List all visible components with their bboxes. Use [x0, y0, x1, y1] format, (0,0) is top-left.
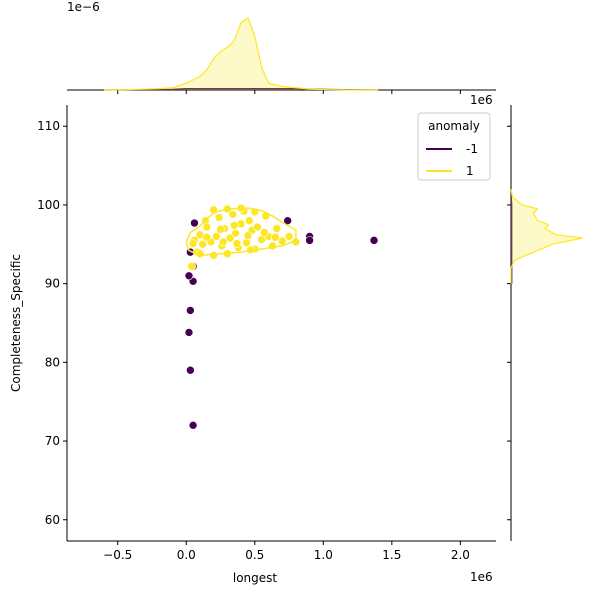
point: [271, 232, 280, 242]
y-tick-label: 60: [45, 513, 60, 527]
point: [260, 228, 269, 237]
point: [229, 221, 239, 230]
x-tick-label: 2.0: [451, 548, 470, 562]
point: [272, 224, 282, 233]
point: [244, 216, 254, 225]
point: [242, 238, 251, 248]
point: [228, 210, 238, 219]
x-offset-label: 1e6: [470, 93, 493, 107]
point: [209, 251, 218, 260]
legend-title: anomaly: [428, 119, 480, 133]
legend-label: 1: [466, 164, 474, 178]
point: [186, 306, 195, 315]
marginal-density: [103, 17, 379, 91]
point: [369, 236, 379, 245]
point: [198, 239, 207, 249]
marginal-area: [511, 189, 583, 284]
point: [225, 233, 235, 243]
point: [212, 232, 221, 241]
point: [184, 328, 194, 337]
legend-box: [417, 112, 491, 181]
x-axis-label: longest: [233, 571, 278, 585]
y-tick-label: 90: [45, 277, 60, 291]
y-tick-label: 100: [37, 198, 60, 212]
point: [231, 228, 240, 238]
point: [218, 237, 228, 247]
point: [187, 262, 197, 271]
marginal-density: [510, 189, 513, 284]
point: [190, 218, 199, 228]
kde-contour: [185, 207, 297, 257]
point: [186, 365, 195, 375]
point: [184, 271, 194, 281]
marginal-area: [104, 18, 379, 90]
x-tick-label: 0.5: [245, 548, 264, 562]
y-tick-label: 70: [45, 434, 60, 448]
marginal-offset-label: 1e−6: [67, 0, 100, 14]
point: [284, 232, 294, 241]
x-tick-label: 0.0: [177, 548, 196, 562]
x-tick-label: 1.5: [382, 548, 401, 562]
point: [202, 232, 212, 242]
y-tick-label: 110: [37, 119, 60, 133]
point: [305, 236, 314, 245]
point: [232, 239, 242, 248]
point: [214, 213, 224, 222]
point: [216, 225, 225, 234]
point: [253, 222, 262, 232]
legend-label: -1: [466, 142, 478, 156]
point: [268, 241, 277, 251]
y-axis-label: Completeness_Specific: [9, 254, 23, 392]
point: [188, 421, 198, 430]
x-tick-label: 1.0: [314, 548, 333, 562]
point: [202, 222, 212, 232]
x-tick-label: −0.5: [103, 548, 132, 562]
x-offset-label: 1e6: [470, 570, 493, 584]
y-tick-label: 80: [45, 355, 60, 369]
point: [243, 231, 253, 240]
marginal-density: [510, 189, 583, 284]
point: [188, 239, 198, 248]
